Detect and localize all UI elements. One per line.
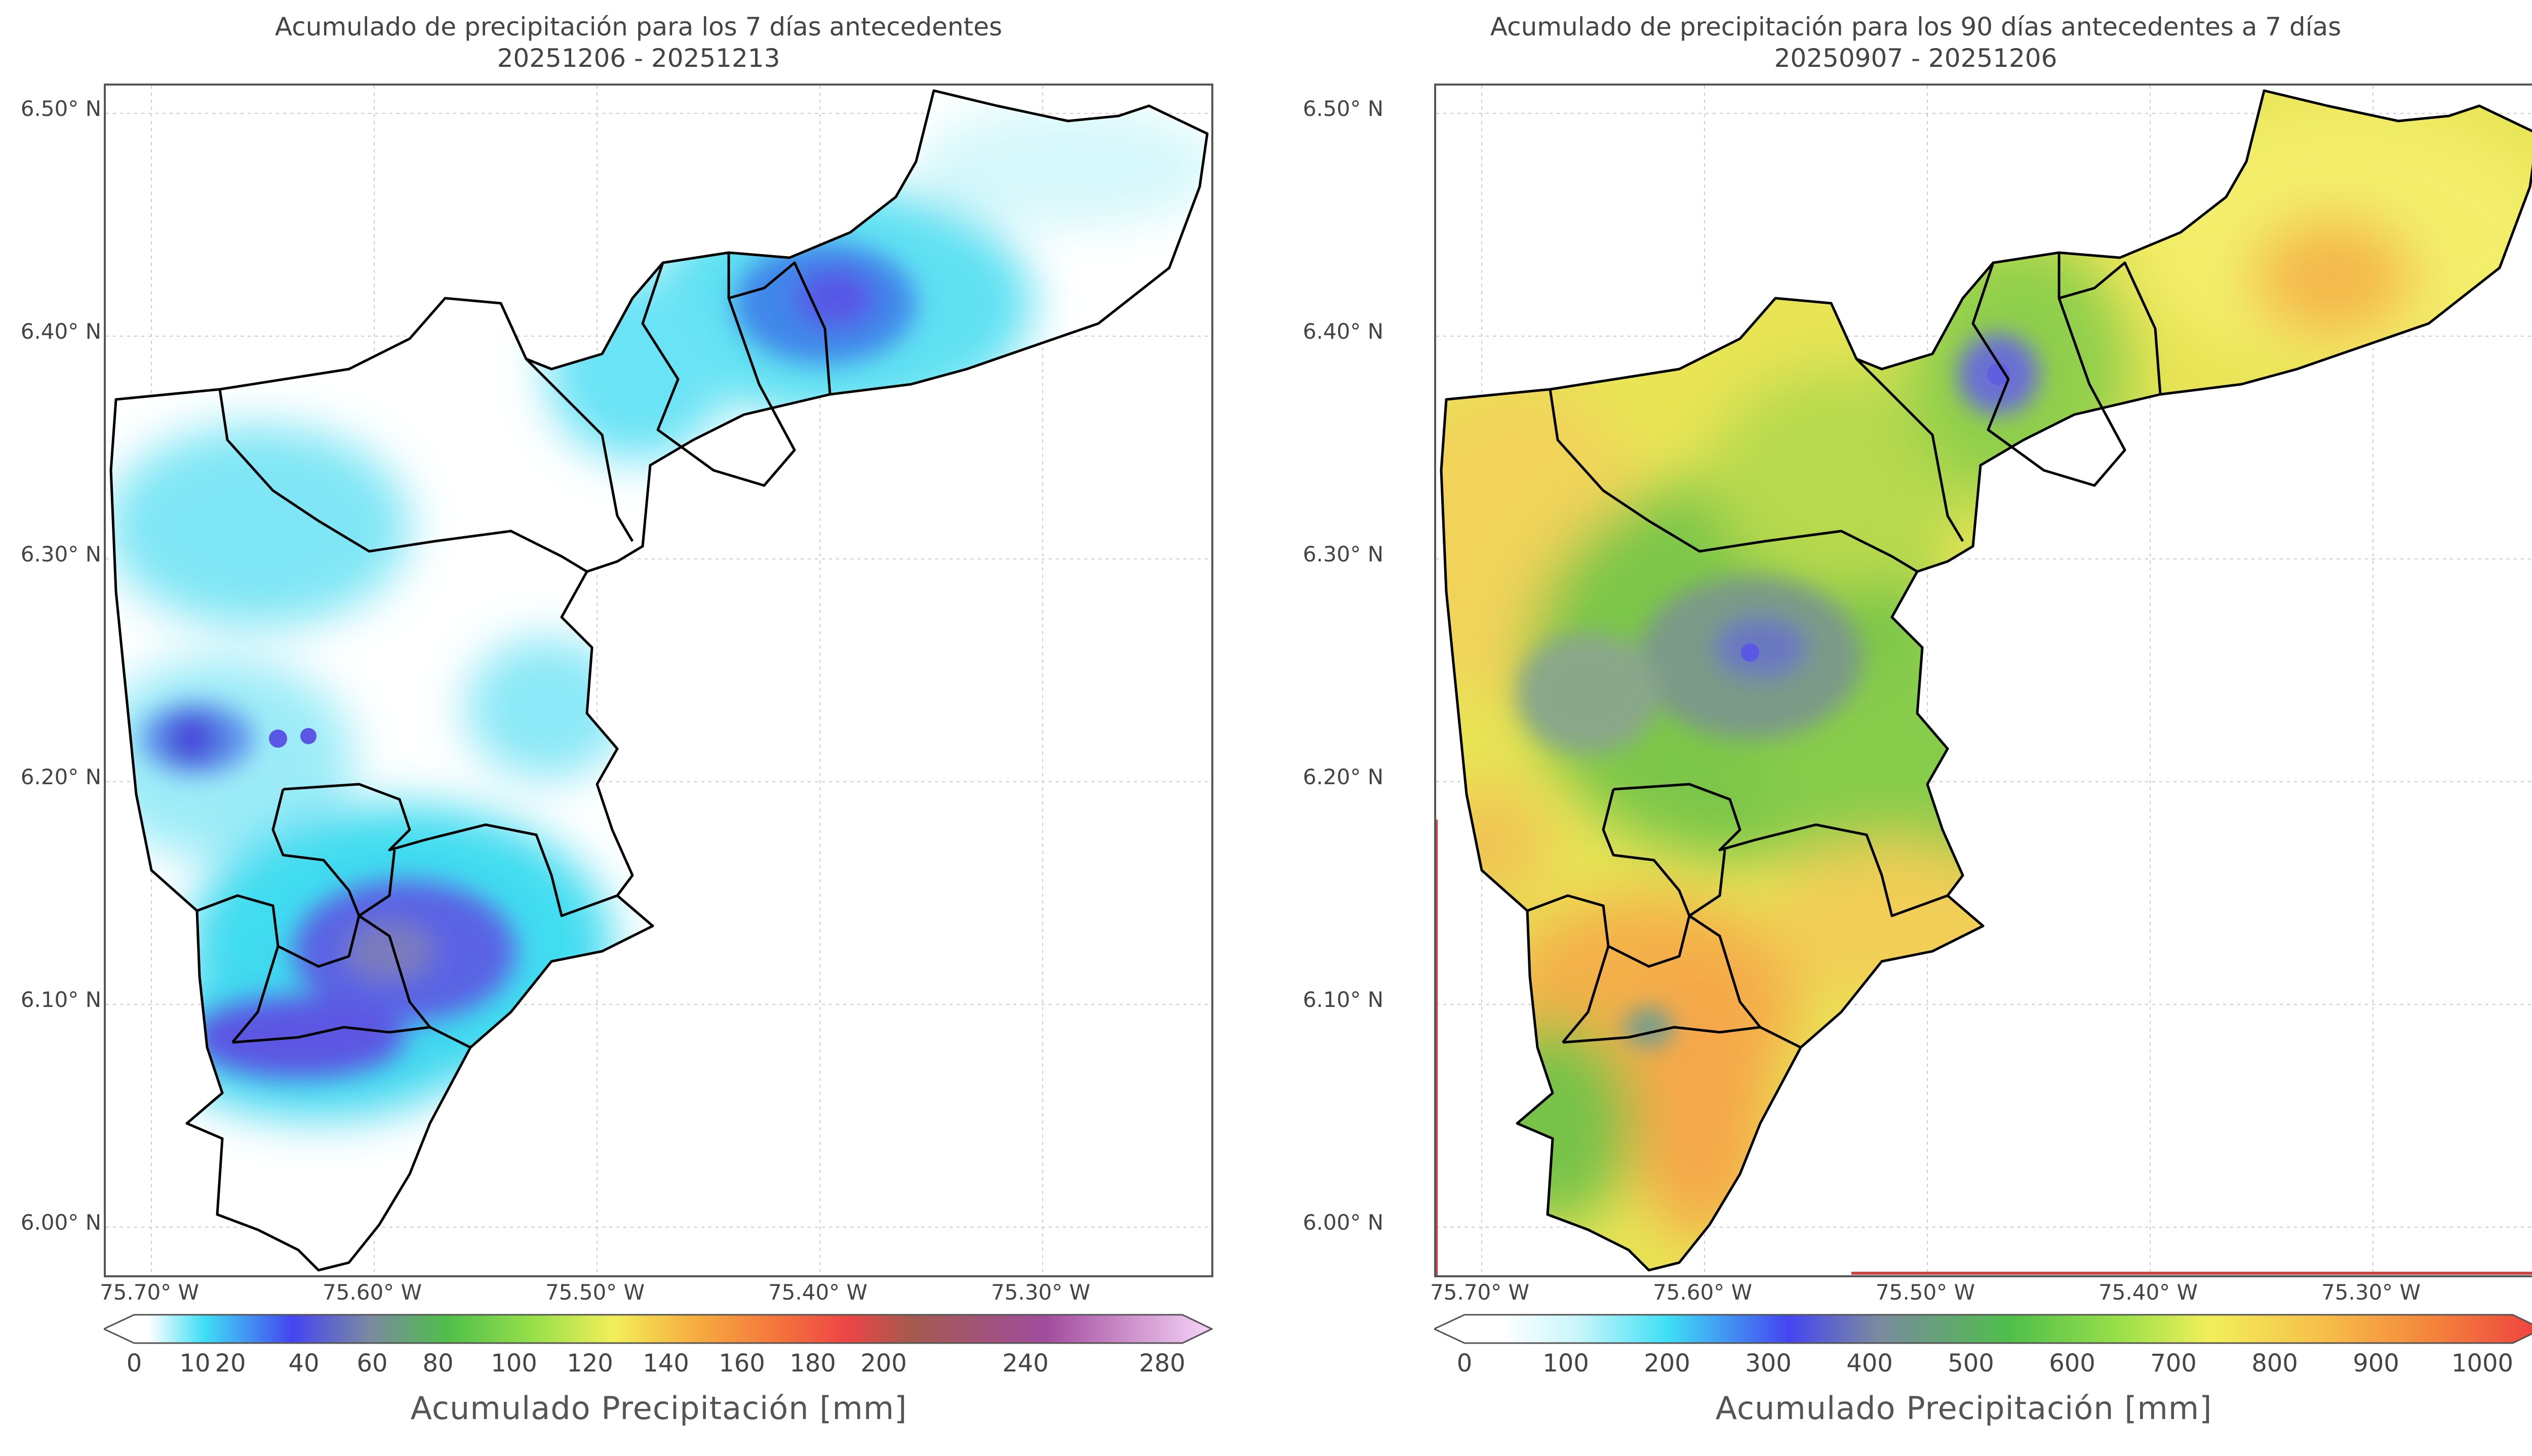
colorbar-tick: 500 — [1948, 1349, 1994, 1378]
title-line-1: Acumulado de precipitación para los 90 d… — [1490, 12, 2342, 42]
colorbar-tick: 20 — [215, 1349, 246, 1378]
x-tick: 75.60° W — [1652, 1280, 1753, 1305]
colorbar-tick: 140 — [643, 1349, 689, 1378]
x-tick: 75.30° W — [2321, 1280, 2421, 1305]
municipality-boundaries — [109, 89, 1209, 1272]
colorbar-tick: 100 — [1542, 1349, 1589, 1378]
y-tick: 6.00° N — [20, 1210, 101, 1235]
title-line-2: 20251206 - 20251213 — [497, 44, 780, 73]
colorbar-tick: 900 — [2353, 1349, 2399, 1378]
colorbar-tick: 180 — [789, 1349, 836, 1378]
title-line-2: 20250907 - 20251206 — [1774, 44, 2058, 73]
colorbar-tick: 40 — [288, 1349, 320, 1378]
municipality-boundaries — [1440, 89, 2532, 1272]
colorbar-gradient — [1432, 1314, 2532, 1344]
x-tick: 75.30° W — [991, 1280, 1091, 1305]
y-tick: 6.00° N — [1302, 1210, 1383, 1235]
colorbar-tick: 280 — [1139, 1349, 1185, 1378]
x-tick: 75.70° W — [1430, 1280, 1530, 1305]
colorbar-label: Acumulado Precipitación [mm] — [1715, 1390, 2212, 1427]
y-tick: 6.10° N — [1302, 987, 1383, 1012]
colorbar-tick: 700 — [2150, 1349, 2197, 1378]
x-tick: 75.40° W — [768, 1280, 868, 1305]
panel-title: Acumulado de precipitación para los 7 dí… — [0, 11, 1277, 74]
y-tick: 6.30° N — [1302, 542, 1383, 567]
y-tick: 6.50° N — [20, 96, 101, 121]
colorbar-tick: 160 — [719, 1349, 765, 1378]
precipitation-map-7-days — [106, 86, 1211, 1275]
colorbar-tick: 10 — [179, 1349, 211, 1378]
panel-title: Acumulado de precipitación para los 90 d… — [1277, 11, 2532, 74]
y-tick: 6.20° N — [1302, 764, 1383, 789]
y-tick: 6.20° N — [20, 764, 101, 789]
colorbar-tick: 0 — [1456, 1349, 1473, 1378]
colorbar-tick: 0 — [126, 1349, 142, 1378]
colorbar-tick: 80 — [422, 1349, 454, 1378]
colorbar-tick: 200 — [860, 1349, 907, 1378]
map-panel-7-days: Acumulado de precipitación para los 7 dí… — [0, 11, 1277, 1427]
title-line-1: Acumulado de precipitación para los 7 dí… — [274, 12, 1003, 42]
colorbar-tick: 200 — [1644, 1349, 1690, 1378]
colorbar-tick: 400 — [1846, 1349, 1893, 1378]
colorbar-tick: 60 — [357, 1349, 388, 1378]
x-tick: 75.40° W — [2098, 1280, 2198, 1305]
colorbar-90-days: 0 100 200 300 400 500 600 700 800 900 10… — [1432, 1314, 2532, 1378]
colorbar-gradient — [102, 1314, 1214, 1344]
colorbar-tick: 240 — [1002, 1349, 1049, 1378]
colorbar-tick: 1000 — [2451, 1349, 2514, 1378]
precipitation-field — [111, 91, 1207, 1270]
x-tick: 75.50° W — [545, 1280, 645, 1305]
map-panel-90-days: Acumulado de precipitación para los 90 d… — [1277, 0, 2532, 1456]
y-tick: 6.30° N — [20, 542, 101, 567]
precipitation-field — [1441, 91, 2532, 1270]
y-tick: 6.40° N — [20, 319, 101, 344]
colorbar-tick: 600 — [2049, 1349, 2095, 1378]
y-tick: 6.50° N — [1302, 96, 1383, 121]
colorbar-label: Acumulado Precipitación [mm] — [410, 1390, 907, 1427]
colorbar-tick: 120 — [567, 1349, 613, 1378]
colorbar-tick: 800 — [2251, 1349, 2298, 1378]
colorbar-tick: 100 — [491, 1349, 537, 1378]
map-area-7-days[interactable] — [104, 84, 1213, 1277]
y-tick: 6.10° N — [20, 987, 101, 1012]
y-tick: 6.40° N — [1302, 319, 1383, 344]
map-area-90-days[interactable] — [1434, 84, 2532, 1277]
colorbar-tick: 300 — [1745, 1349, 1792, 1378]
x-tick: 75.70° W — [99, 1280, 200, 1305]
x-tick: 75.60° W — [322, 1280, 422, 1305]
colorbar-7-days: 0 10 20 40 60 80 100 120 140 160 180 200… — [102, 1314, 1214, 1378]
precipitation-map-90-days — [1436, 86, 2532, 1275]
x-tick: 75.50° W — [1875, 1280, 1975, 1305]
